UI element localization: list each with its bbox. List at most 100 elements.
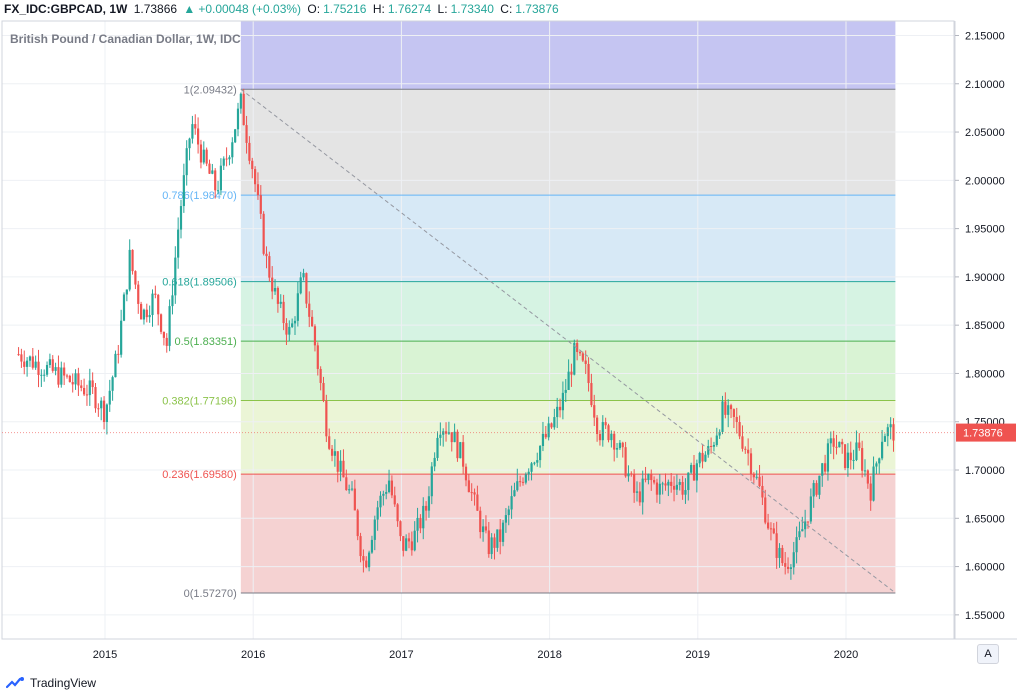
candle-body: [459, 442, 462, 459]
candle-body: [667, 481, 670, 486]
y-tick-label: 1.80000: [965, 368, 1005, 380]
candle-body: [214, 170, 217, 191]
candle-body: [348, 489, 351, 491]
candle-body: [174, 257, 177, 296]
candle-body: [869, 483, 872, 501]
candle-body: [447, 432, 450, 434]
candle-body: [644, 478, 647, 481]
candle-body: [881, 441, 884, 459]
candle-body: [821, 463, 824, 476]
candle-body: [171, 295, 174, 307]
candle-body: [17, 354, 20, 356]
candle-body: [516, 481, 519, 491]
candle-body: [521, 481, 525, 483]
candle-body: [63, 367, 66, 376]
candle-body: [550, 423, 553, 428]
candle-body: [715, 435, 718, 445]
candle-body: [769, 528, 773, 530]
candle-body: [279, 301, 282, 304]
candle-body: [735, 416, 738, 423]
price-chart[interactable]: 1(2.09432) 0.786(1.98470) 0.618(1.89506) 0.…: [0, 0, 1017, 674]
candle-body: [695, 463, 698, 481]
candle-body: [430, 466, 433, 497]
candle-body: [778, 547, 781, 558]
candle-body: [410, 541, 413, 551]
candle-body: [658, 483, 661, 495]
candle-body: [83, 387, 86, 395]
candle-body: [120, 320, 123, 355]
candle-body: [553, 417, 556, 428]
candle-body: [792, 552, 795, 568]
grid: [2, 21, 955, 639]
candle-body: [758, 476, 761, 487]
candle-body: [806, 521, 810, 523]
candle-body: [393, 495, 396, 505]
candle-body: [188, 138, 191, 149]
candle-body: [182, 175, 185, 207]
time-axis[interactable]: 2015 2016 2017 2018 2019 2020: [93, 649, 858, 661]
candle-body: [482, 526, 485, 533]
candle-body: [618, 442, 621, 449]
candle-body: [288, 326, 291, 335]
candle-body: [273, 287, 277, 292]
y-tick-label: 1.65000: [965, 513, 1005, 525]
candle-body: [219, 165, 222, 191]
candle-body: [721, 401, 724, 432]
candle-body: [154, 293, 157, 295]
candle-body: [339, 460, 342, 472]
candle-body: [764, 497, 767, 523]
fib-retracement[interactable]: 1(2.09432) 0.786(1.98470) 0.618(1.89506) 0.…: [162, 84, 896, 600]
candle-body: [28, 356, 32, 361]
candle-body: [379, 495, 382, 508]
candle-body: [513, 490, 516, 497]
candle-body: [88, 380, 91, 396]
candle-body: [533, 462, 536, 464]
candle-body: [824, 463, 827, 472]
candle-body: [627, 473, 630, 477]
fib-trendline[interactable]: [240, 88, 896, 594]
candle-body: [342, 460, 345, 478]
candle-body: [416, 517, 419, 531]
candle-body: [849, 452, 852, 461]
candle-body: [653, 480, 656, 483]
candle-body: [496, 529, 499, 548]
candle-body: [34, 361, 37, 368]
candle-body: [382, 493, 385, 496]
candle-body: [710, 446, 713, 448]
candle-body: [701, 452, 704, 462]
candle-body: [692, 464, 696, 481]
candle-body: [604, 422, 607, 426]
candle-body: [581, 353, 584, 361]
candle-body: [402, 536, 405, 551]
candle-body: [729, 405, 733, 410]
candle-body: [852, 459, 855, 461]
candle-body: [396, 504, 399, 522]
candle-body: [846, 452, 849, 469]
close-label: C:: [500, 2, 513, 16]
fib-level-label: 1(2.09432): [184, 84, 237, 96]
tradingview-logo[interactable]: TradingView: [6, 676, 96, 690]
auto-scale-button[interactable]: A: [977, 644, 999, 664]
candle-body: [362, 556, 365, 561]
candle-body: [137, 284, 140, 304]
fib-bands: [240, 21, 896, 593]
price-axis[interactable]: 2.15000 2.10000 2.05000 2.00000 1.95000 1.900…: [955, 30, 1005, 622]
candle-body: [262, 213, 265, 254]
change-arrow-icon: ▲: [183, 2, 196, 16]
candle-body: [122, 294, 126, 321]
candle-body: [231, 142, 234, 158]
y-tick-label: 2.15000: [965, 30, 1005, 42]
candle-body: [633, 474, 636, 493]
symbol-name[interactable]: FX_IDC:GBPCAD, 1W: [4, 2, 128, 16]
candle-body: [328, 436, 331, 449]
candle-body: [319, 368, 322, 383]
candle-body: [100, 400, 103, 409]
candle-body: [216, 190, 220, 192]
candle-body: [872, 466, 875, 501]
candle-body: [843, 444, 847, 469]
y-tick-label: 2.05000: [965, 127, 1005, 139]
last-price-marker: 1.73876: [2, 423, 1016, 442]
candle-body: [202, 149, 205, 163]
candle-body: [271, 277, 274, 292]
candle-body: [131, 249, 134, 272]
